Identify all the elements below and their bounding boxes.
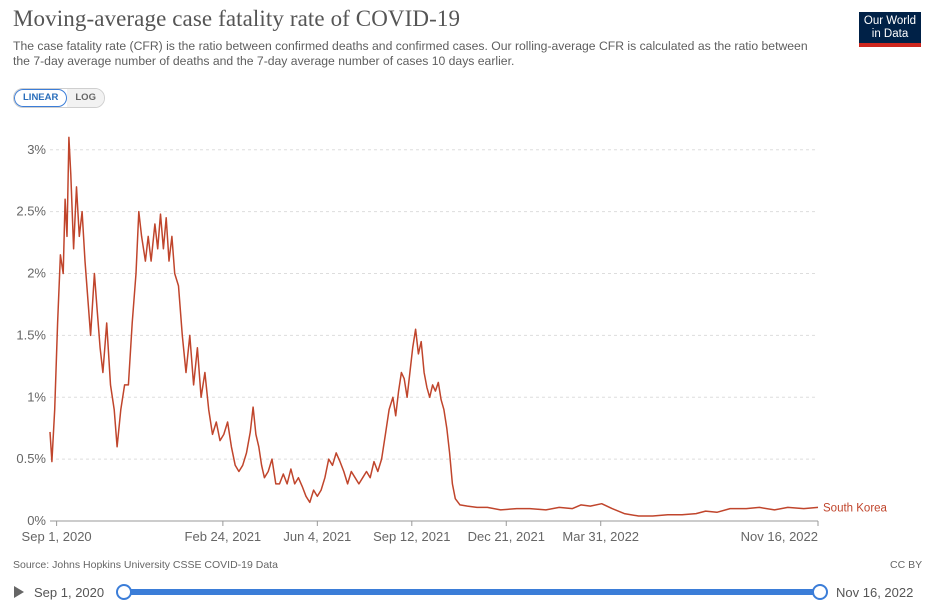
y-tick-label: 1% xyxy=(27,389,46,404)
owid-logo[interactable]: Our World in Data xyxy=(859,12,921,47)
y-tick-label: 2.5% xyxy=(16,204,46,219)
timeline-start-label: Sep 1, 2020 xyxy=(34,585,105,600)
y-tick-label: 0.5% xyxy=(16,451,46,466)
logo-line-1: Our World xyxy=(863,15,917,27)
log-scale-button[interactable]: LOG xyxy=(67,89,104,107)
timeline-end-handle[interactable] xyxy=(812,584,828,600)
chart-title: Moving-average case fatality rate of COV… xyxy=(13,6,461,31)
chart-subtitle: The case fatality rate (CFR) is the rati… xyxy=(13,39,808,68)
y-tick-label: 3% xyxy=(27,142,46,157)
linear-scale-button[interactable]: LINEAR xyxy=(14,89,68,107)
x-tick-label: Mar 31, 2022 xyxy=(562,529,639,544)
y-tick-label: 1.5% xyxy=(16,327,46,342)
logo-line-2: in Data xyxy=(871,28,909,40)
series-layer: South Korea xyxy=(49,136,888,517)
timeline-start-handle[interactable] xyxy=(116,584,132,600)
x-tick-label: Sep 12, 2021 xyxy=(373,529,450,544)
y-tick-label: 0% xyxy=(27,513,46,528)
y-grid: 0% 0.5% 1% 1.5% 2% 2.5% 3% xyxy=(16,142,818,528)
x-tick-label: Sep 1, 2020 xyxy=(22,529,92,544)
x-tick-label: Dec 21, 2021 xyxy=(468,529,545,544)
scale-toggle: LINEAR LOG xyxy=(13,88,105,108)
timeline-end-label: Nov 16, 2022 xyxy=(836,585,914,600)
source-note: Source: Johns Hopkins University CSSE CO… xyxy=(13,559,278,571)
license-link[interactable]: CC BY xyxy=(890,559,923,571)
x-axis: Sep 1, 2020 Feb 24, 2021 Jun 4, 2021 Sep 12… xyxy=(22,520,819,544)
series-label: South Korea xyxy=(823,502,888,514)
x-tick-label: Jun 4, 2021 xyxy=(283,529,351,544)
play-icon[interactable] xyxy=(14,586,24,598)
timeline-track[interactable] xyxy=(124,589,820,595)
timeline: Sep 1, 2020 Nov 16, 2022 xyxy=(0,580,937,606)
series-line-south-korea xyxy=(49,136,819,517)
line-chart: 0% 0.5% 1% 1.5% 2% 2.5% 3% Sep 1, 2020 Feb 24, … xyxy=(16,136,888,544)
x-tick-label: Feb 24, 2021 xyxy=(185,529,262,544)
y-tick-label: 2% xyxy=(27,266,46,281)
x-tick-label: Nov 16, 2022 xyxy=(741,529,818,544)
